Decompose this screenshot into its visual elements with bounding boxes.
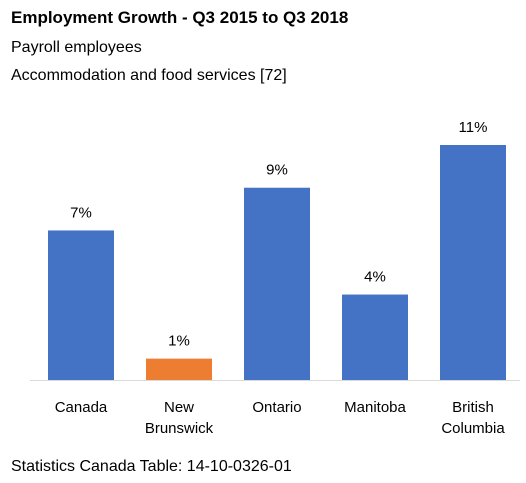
- x-tick-labels-group: Canada New Brunswick Ontario Manitoba British…: [55, 399, 506, 437]
- bar-british-columbia: [440, 145, 506, 380]
- data-label: 1%: [168, 333, 190, 350]
- x-tick-label-line: Manitoba: [344, 399, 406, 416]
- x-tick-label-line: Canada: [55, 399, 108, 416]
- bars-group: [48, 145, 506, 380]
- chart-subtitle-measure: Payroll employees: [11, 39, 142, 56]
- data-label: 7%: [70, 204, 92, 221]
- bar-chart: 7% 1% 9% 4% 11% Canada New Brunswick Ontario Man…: [30, 119, 520, 437]
- x-tick-label: New Brunswick: [145, 399, 214, 437]
- chart-subtitle-industry: Accommodation and food services [72]: [11, 67, 287, 84]
- x-tick-label: Ontario: [252, 399, 301, 416]
- x-tick-label-line: Columbia: [441, 420, 505, 437]
- x-tick-label: British Columbia: [441, 399, 505, 437]
- bar-canada: [48, 230, 114, 380]
- x-tick-label-line: Ontario: [252, 399, 301, 416]
- x-tick-label: Canada: [55, 399, 108, 416]
- x-tick-label-line: British: [452, 399, 494, 416]
- data-label: 11%: [459, 119, 488, 136]
- x-tick-label-line: Brunswick: [145, 420, 214, 437]
- x-tick-label-line: New: [164, 399, 194, 416]
- data-labels-group: 7% 1% 9% 4% 11%: [70, 119, 487, 350]
- bar-manitoba: [342, 294, 408, 380]
- data-label: 4%: [364, 269, 386, 286]
- bar-new-brunswick: [146, 358, 212, 380]
- x-tick-label: Manitoba: [344, 399, 406, 416]
- source-note: Statistics Canada Table: 14-10-0326-01: [11, 458, 292, 475]
- chart-title: Employment Growth - Q3 2015 to Q3 2018: [11, 8, 349, 27]
- data-label: 9%: [266, 162, 288, 179]
- bar-ontario: [244, 187, 310, 380]
